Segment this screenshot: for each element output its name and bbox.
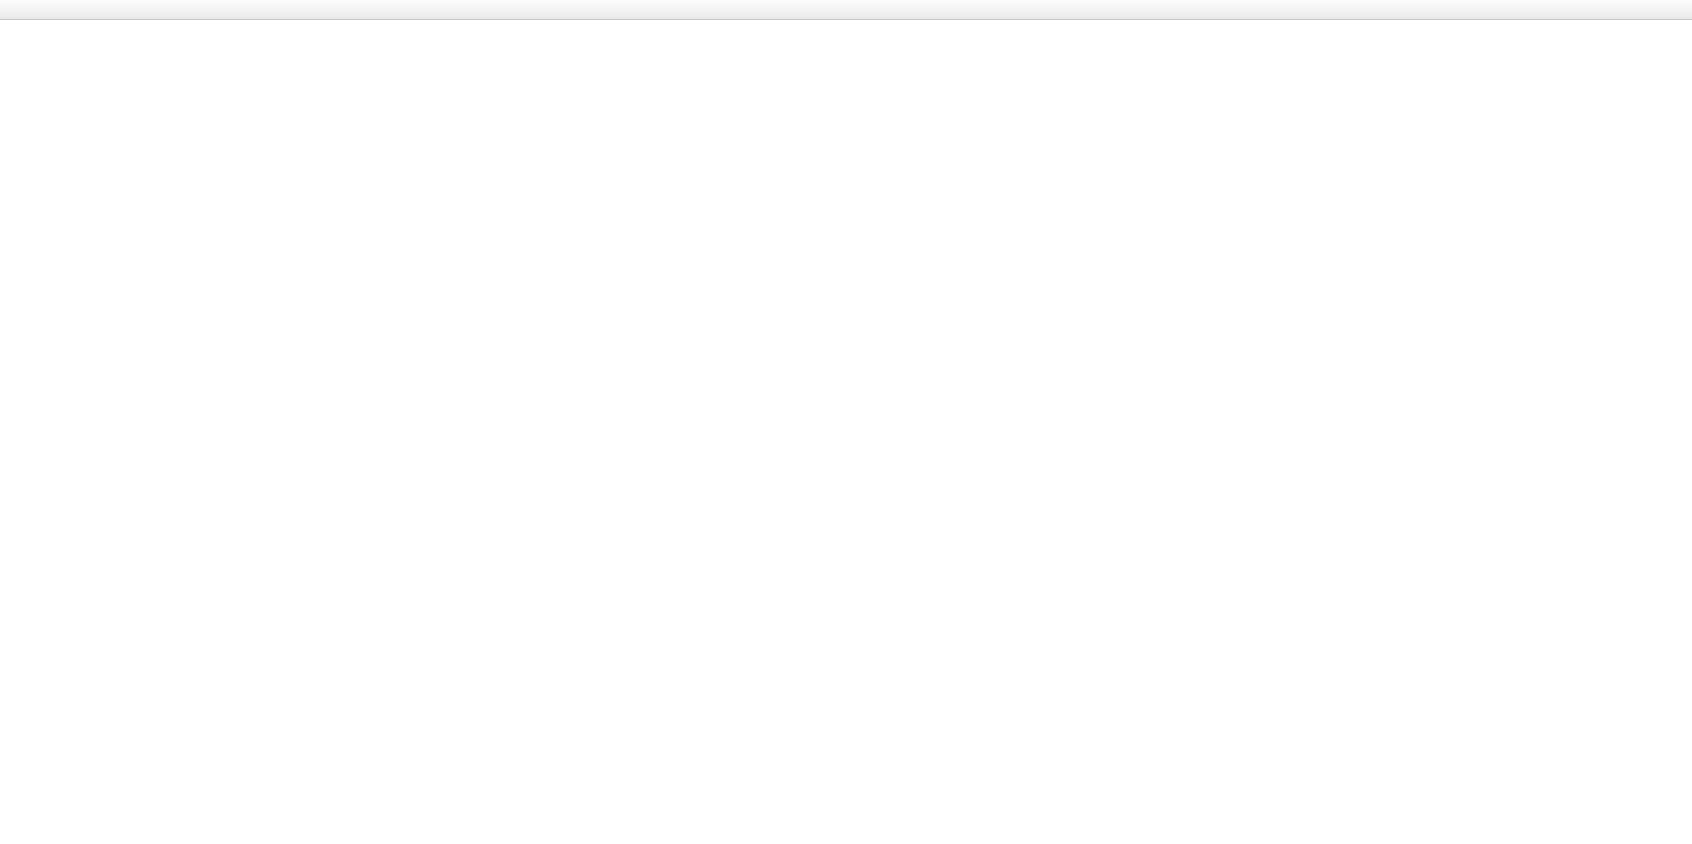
main-toolbar xyxy=(0,0,1692,20)
